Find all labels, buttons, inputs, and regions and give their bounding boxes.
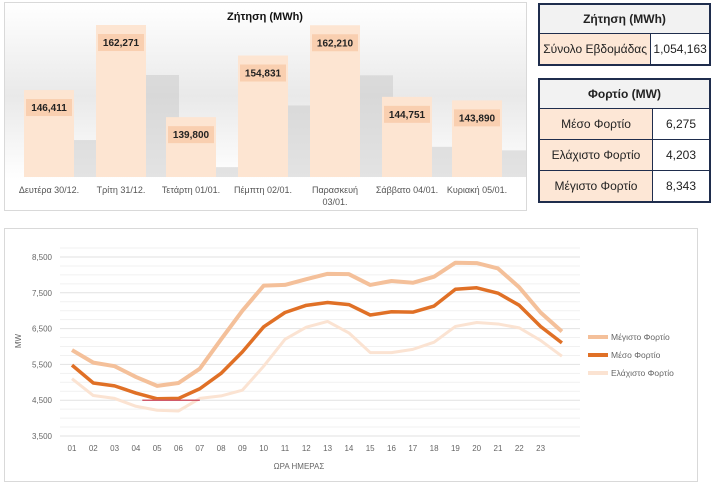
data-label: 139,800 — [173, 130, 210, 141]
data-label: 143,890 — [459, 113, 496, 124]
x-tick-label: Παρασκευή — [312, 185, 358, 195]
data-label: 146,411 — [31, 103, 67, 114]
table-row: Μέγιστο Φορτίο 8,343 — [538, 170, 711, 203]
x-tick-label: 22 — [515, 444, 524, 453]
bar-chart-title: Ζήτηση (MWh) — [227, 11, 303, 23]
data-label-bg — [168, 126, 214, 144]
demand-bar-chart: Ζήτηση (MWh) 146,411 Δευτέρα 30/12. 162,27… — [4, 2, 535, 211]
x-tick-label: 05 — [153, 444, 162, 453]
x-tick-label: 19 — [451, 444, 460, 453]
y-tick-label: 8,500 — [32, 253, 53, 262]
load-table-header: Φορτίο (MW) — [538, 78, 711, 109]
data-label-bg — [312, 34, 358, 52]
table-row: Μέσο Φορτίο 6,275 — [538, 108, 711, 140]
x-tick-label: Δευτέρα 30/12. — [19, 185, 79, 195]
demand-table: Ζήτηση (MWh) Σύνολο Εβδομάδας 1,054,163 — [538, 3, 711, 66]
x-tick-label: 15 — [366, 444, 375, 453]
x-tick-label: 06 — [174, 444, 183, 453]
x-tick-label: 20 — [472, 444, 481, 453]
x-tick-label: 04 — [131, 444, 140, 453]
mean-load-label: Μέσο Φορτίο — [538, 108, 653, 140]
y-tick-label: 5,500 — [32, 360, 53, 369]
x-tick-label: 02 — [89, 444, 98, 453]
y-tick-label: 3,500 — [32, 432, 53, 441]
x-tick-label: Πέμπτη 02/01. — [234, 185, 292, 195]
y-tick-label: 7,500 — [32, 289, 53, 298]
min-load-value: 4,203 — [652, 139, 711, 171]
data-label-bg — [240, 64, 286, 82]
data-label-bg — [384, 105, 430, 123]
x-tick-label: 18 — [430, 444, 439, 453]
x-tick-label: 03 — [110, 444, 119, 453]
x-tick-label: 08 — [217, 444, 226, 453]
table-row: Ελάχιστο Φορτίο 4,203 — [538, 139, 711, 171]
x-tick-label: Κυριακή 05/01. — [447, 185, 507, 195]
x-tick-label: 17 — [408, 444, 417, 453]
legend-label: Μέγιστο Φορτίο — [611, 332, 670, 342]
data-label: 162,271 — [103, 38, 140, 49]
x-tick-label: Τετάρτη 01/01. — [162, 185, 220, 195]
mean-load-value: 6,275 — [652, 108, 711, 140]
load-line-chart: ΩΡΑ ΗΜΕΡΑΣ MW 3,500 4,500 5,500 6,500 7,500 8… — [4, 228, 698, 482]
bar-shadow — [199, 167, 249, 177]
x-axis-label: ΩΡΑ ΗΜΕΡΑΣ — [274, 462, 325, 471]
weekly-total-value: 1,054,163 — [650, 33, 711, 66]
bar — [166, 117, 216, 177]
max-load-label: Μέγιστο Φορτίο — [538, 170, 653, 203]
x-tick-label: 11 — [281, 444, 290, 453]
series-line-0 — [70, 260, 564, 388]
x-tick-label: 09 — [238, 444, 247, 453]
series-line-1 — [70, 286, 563, 401]
y-tick-label: 4,500 — [32, 396, 53, 405]
y-axis-label: MW — [14, 333, 23, 348]
x-tick-label: 03/01. — [322, 197, 347, 207]
weekly-total-label: Σύνολο Εβδομάδας — [538, 33, 652, 66]
x-tick-label: 01 — [68, 444, 77, 453]
min-load-label: Ελάχιστο Φορτίο — [538, 139, 653, 171]
x-tick-label: Σάββατο 04/01. — [376, 185, 438, 195]
load-line-chart-svg: ΩΡΑ ΗΜΕΡΑΣ MW 3,500 4,500 5,500 6,500 7,500 8… — [14, 247, 674, 471]
load-table: Φορτίο (MW) Μέσο Φορτίο 6,275 Ελάχιστο Φο… — [538, 78, 711, 203]
y-tick-label: 6,500 — [32, 325, 53, 334]
x-tick-label: 10 — [259, 444, 268, 453]
x-tick-label: 23 — [536, 444, 545, 453]
x-tick-label: 16 — [387, 444, 396, 453]
legend-label: Ελάχιστο Φορτίο — [611, 368, 674, 378]
data-label-bg — [454, 109, 500, 127]
x-tick-label: 07 — [195, 444, 204, 453]
data-label-bg — [26, 99, 72, 117]
x-tick-label: 14 — [344, 444, 353, 453]
data-label: 154,831 — [245, 69, 282, 80]
x-tick-label: 13 — [323, 444, 332, 453]
x-tick-label: 12 — [302, 444, 311, 453]
series-line-2 — [71, 319, 563, 413]
data-label: 144,751 — [389, 110, 426, 121]
data-label: 162,210 — [317, 38, 354, 49]
legend-label: Μέσο Φορτίο — [611, 350, 661, 360]
x-tick-label: 21 — [494, 444, 503, 453]
data-label-bg — [98, 34, 144, 52]
table-row: Σύνολο Εβδομάδας 1,054,163 — [538, 33, 711, 66]
max-load-value: 8,343 — [652, 170, 711, 203]
demand-table-header: Ζήτηση (MWh) — [538, 3, 711, 34]
demand-bar-chart-svg: Ζήτηση (MWh) 146,411 Δευτέρα 30/12. 162,27… — [19, 11, 535, 207]
x-tick-label: Τρίτη 31/12. — [97, 185, 146, 195]
